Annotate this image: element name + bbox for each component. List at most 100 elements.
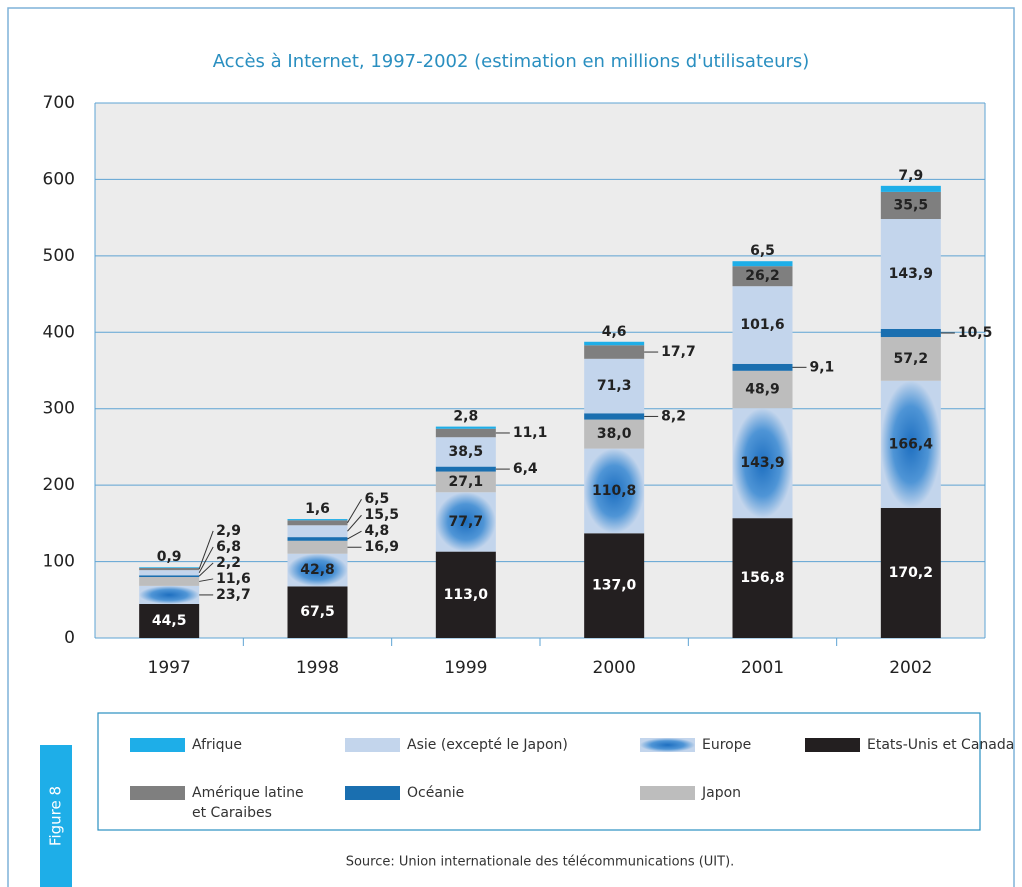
value-label: 2,8 bbox=[453, 409, 478, 425]
legend-label: Amérique latine et Caraibes bbox=[192, 785, 304, 821]
legend-label: Japon bbox=[701, 785, 741, 801]
y-tick-label: 700 bbox=[43, 93, 75, 113]
value-label: 57,2 bbox=[894, 351, 929, 367]
legend-swatch bbox=[345, 786, 400, 800]
value-label: 9,1 bbox=[810, 359, 835, 375]
y-tick-label: 500 bbox=[43, 246, 75, 266]
value-label: 2,9 bbox=[216, 523, 241, 539]
bar-segment bbox=[732, 370, 793, 409]
value-label: 101,6 bbox=[740, 317, 784, 333]
plot-area bbox=[95, 103, 985, 638]
bar-segment bbox=[880, 219, 941, 329]
bar-segment bbox=[435, 551, 496, 638]
leader-line bbox=[347, 498, 362, 524]
bar-segment bbox=[584, 413, 645, 420]
value-label: 170,2 bbox=[889, 565, 933, 581]
x-tick-label: 1999 bbox=[444, 658, 487, 678]
frame bbox=[7, 7, 1015, 887]
bar-segment bbox=[880, 328, 941, 338]
legend-swatch bbox=[805, 738, 860, 752]
value-label: 2,2 bbox=[216, 555, 241, 571]
value-label: 42,8 bbox=[300, 562, 335, 578]
legend-label: Europe bbox=[702, 737, 751, 753]
value-label: 156,8 bbox=[740, 570, 784, 586]
value-label: 166,4 bbox=[889, 436, 934, 452]
legend-swatch bbox=[640, 738, 695, 752]
y-tick-label: 600 bbox=[43, 169, 75, 189]
bar-segment bbox=[732, 518, 793, 638]
bar-segment bbox=[732, 408, 793, 519]
bar-segment bbox=[584, 448, 645, 534]
value-label: 38,0 bbox=[597, 426, 632, 442]
leader-line bbox=[347, 514, 362, 532]
leader-line bbox=[198, 530, 214, 570]
value-label: 17,7 bbox=[661, 344, 696, 360]
y-tick-label: 400 bbox=[43, 322, 75, 342]
bar-segment bbox=[435, 492, 496, 552]
value-label: 6,4 bbox=[513, 461, 538, 477]
value-label: 23,7 bbox=[216, 587, 251, 603]
figure-tab bbox=[40, 745, 72, 887]
bar-segment bbox=[584, 533, 645, 638]
chart-title: Accès à Internet, 1997-2002 (estimation … bbox=[213, 51, 810, 72]
bar-segment bbox=[287, 540, 348, 554]
bar-segment bbox=[287, 525, 348, 538]
y-tick-label: 200 bbox=[43, 475, 75, 495]
leader-line bbox=[198, 546, 214, 573]
value-label: 77,7 bbox=[449, 514, 484, 530]
source: Source: Union internationale des télécom… bbox=[346, 855, 735, 870]
leader-line bbox=[347, 530, 362, 540]
bar-segment bbox=[435, 466, 496, 472]
bar-segment bbox=[732, 286, 793, 364]
value-label: 6,5 bbox=[365, 491, 390, 507]
value-label: 0,9 bbox=[157, 549, 182, 565]
bar-segment bbox=[584, 341, 645, 346]
legend-label: Etats-Unis et Canada bbox=[867, 737, 1014, 753]
value-label: 26,2 bbox=[745, 268, 780, 284]
value-label: 6,8 bbox=[216, 539, 241, 555]
legend-label: Asie (excepté le Japon) bbox=[407, 737, 568, 753]
bar-segment bbox=[287, 520, 348, 526]
bar-segment bbox=[139, 570, 200, 576]
value-label: 67,5 bbox=[300, 604, 335, 620]
bar-segment bbox=[584, 358, 645, 414]
value-label: 4,6 bbox=[602, 324, 627, 340]
value-label: 35,5 bbox=[894, 197, 929, 213]
bar-segment bbox=[139, 575, 200, 578]
bar-segment bbox=[287, 553, 348, 587]
bar-segment bbox=[139, 567, 200, 568]
value-label: 10,5 bbox=[958, 325, 993, 341]
bar-segment bbox=[880, 337, 941, 381]
legend-box bbox=[97, 712, 981, 831]
value-label: 110,8 bbox=[592, 483, 636, 499]
value-label: 48,9 bbox=[745, 381, 780, 397]
bar-segment bbox=[880, 507, 941, 638]
legend-swatch bbox=[640, 786, 695, 800]
bar-segment bbox=[287, 586, 348, 638]
value-label: 4,8 bbox=[365, 523, 390, 539]
bar-segment bbox=[435, 426, 496, 429]
value-label: 137,0 bbox=[592, 578, 637, 594]
x-tick-label: 1998 bbox=[296, 658, 339, 678]
value-label: 1,6 bbox=[305, 501, 330, 517]
leader-line bbox=[199, 578, 214, 582]
bar-segment bbox=[287, 537, 348, 541]
bar-segment bbox=[139, 567, 200, 571]
value-label: 7,9 bbox=[898, 168, 923, 184]
value-label: 71,3 bbox=[597, 378, 632, 394]
value-label: 113,0 bbox=[444, 587, 489, 603]
value-label: 8,2 bbox=[661, 408, 686, 424]
value-label: 11,1 bbox=[513, 425, 548, 441]
legend-swatch bbox=[130, 738, 185, 752]
bar-segment bbox=[732, 363, 793, 371]
y-tick-label: 100 bbox=[43, 552, 75, 572]
legend-swatch bbox=[130, 786, 185, 800]
legend-label: Afrique bbox=[192, 737, 242, 753]
bar-segment bbox=[732, 266, 793, 287]
bar-segment bbox=[584, 345, 645, 359]
x-tick-label: 2000 bbox=[593, 658, 636, 678]
bar-segment bbox=[139, 603, 200, 638]
x-tick-label: 2002 bbox=[889, 658, 932, 678]
value-label: 38,5 bbox=[449, 444, 484, 460]
